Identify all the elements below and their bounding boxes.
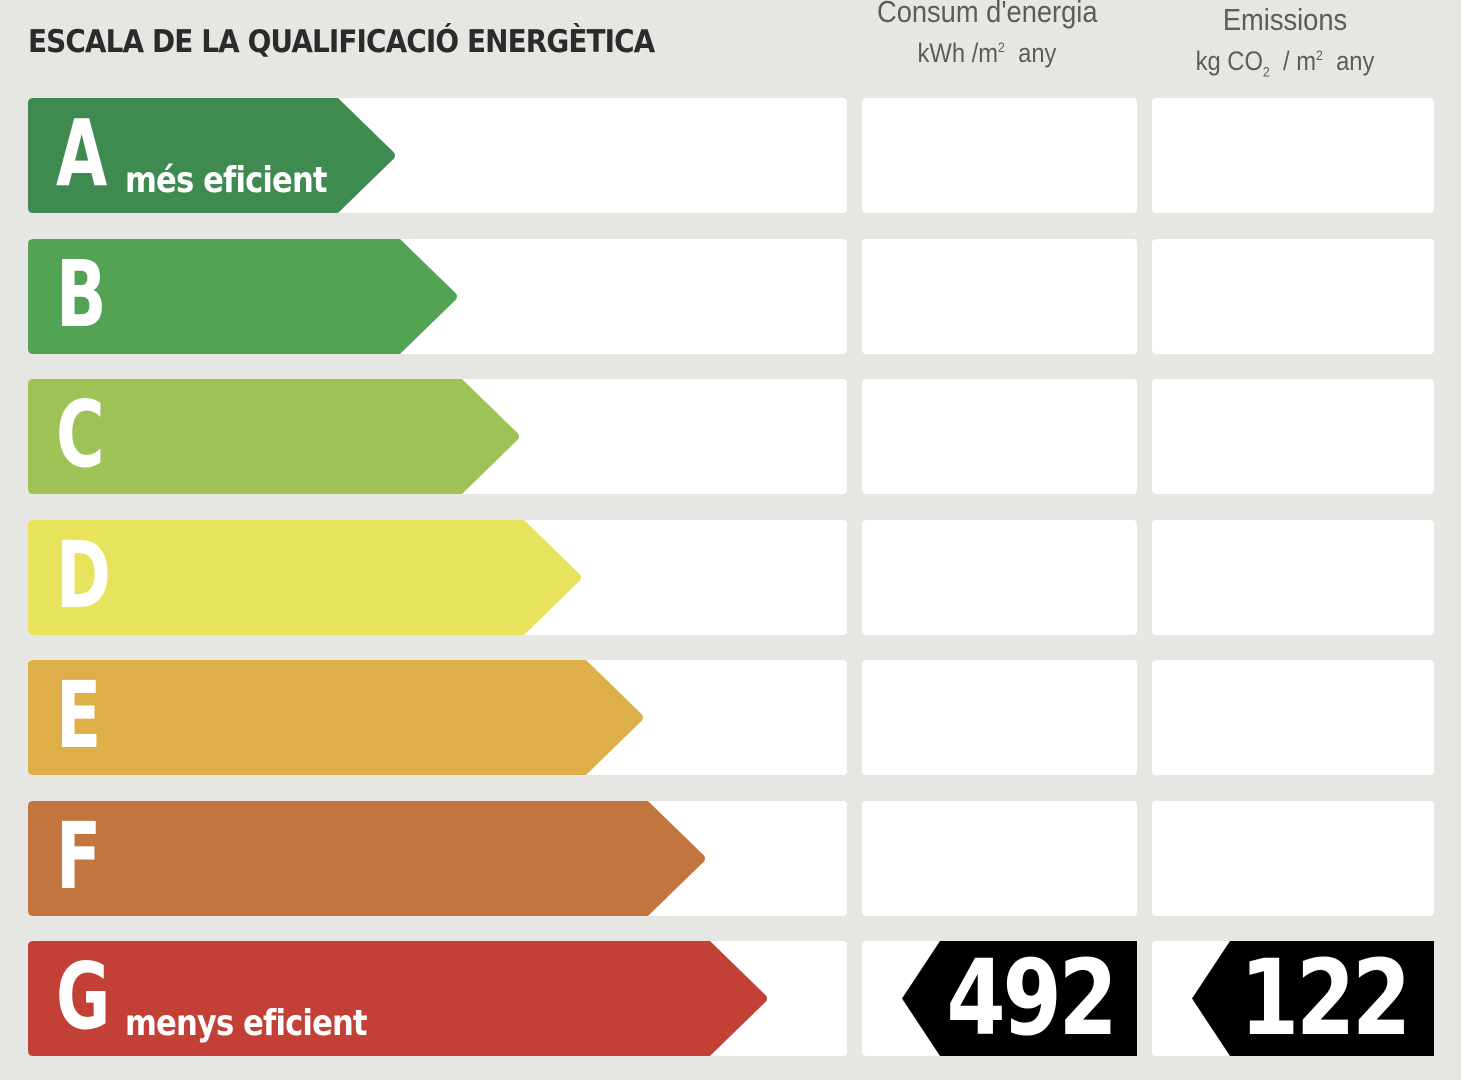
- emissions-value-cell: [1152, 239, 1434, 354]
- rating-arrow-d: [28, 520, 581, 635]
- rating-letter: A: [56, 100, 108, 207]
- energy-value-cell: [862, 98, 1137, 213]
- rating-label: menys eficient: [125, 1003, 368, 1044]
- energy-indicator: 492: [862, 941, 1137, 1056]
- emissions-value: 122: [1239, 937, 1411, 1059]
- rating-letter: C: [56, 381, 105, 488]
- emissions-value-cell: [1152, 98, 1434, 213]
- rating-letter: B: [56, 241, 107, 348]
- energy-value-cell: [862, 520, 1137, 635]
- energy-value: 492: [946, 937, 1117, 1059]
- rating-arrow-e: [28, 660, 643, 775]
- rating-arrow-f: [28, 801, 705, 916]
- rating-arrow-g: [28, 941, 767, 1056]
- rating-row-d: D: [28, 520, 1434, 635]
- emissions-value-cell: [1152, 801, 1434, 916]
- energy-unit-label: kWh /m2 any: [917, 38, 1057, 68]
- rating-arrow-a: [28, 98, 395, 213]
- energy-value-cell: [862, 379, 1137, 494]
- rating-row-c: C: [28, 379, 1434, 494]
- rating-letter: F: [56, 803, 102, 910]
- emissions-unit-label: kg CO2 / m2 any: [1195, 46, 1375, 80]
- page-title: ESCALA DE LA QUALIFICACIÓ ENERGÈTICA: [28, 24, 655, 60]
- rating-arrow-c: [28, 379, 519, 494]
- rating-row-e: E: [28, 660, 1434, 775]
- energy-header-label: Consum d'energia: [877, 0, 1098, 29]
- rating-letter: D: [56, 522, 111, 629]
- emissions-value-cell: [1152, 520, 1434, 635]
- emissions-column-header: Emissions kg CO2 / m2 any: [1150, 2, 1420, 79]
- energy-value-cell: [862, 239, 1137, 354]
- rating-row-f: F: [28, 801, 1434, 916]
- emissions-value-cell: [1152, 660, 1434, 775]
- emissions-header-label: Emissions: [1222, 2, 1348, 37]
- energy-column-header: Consum d'energia kWh /m2 any: [862, 0, 1112, 69]
- energy-value-cell: [862, 660, 1137, 775]
- rating-label: més eficient: [125, 160, 328, 201]
- energy-value-cell: [862, 801, 1137, 916]
- emissions-value-cell: [1152, 379, 1434, 494]
- rating-row-b: B: [28, 239, 1434, 354]
- rating-letter: E: [56, 662, 102, 769]
- rating-letter: G: [56, 943, 111, 1050]
- rating-arrow-b: [28, 239, 457, 354]
- emissions-indicator: 122: [1152, 941, 1434, 1056]
